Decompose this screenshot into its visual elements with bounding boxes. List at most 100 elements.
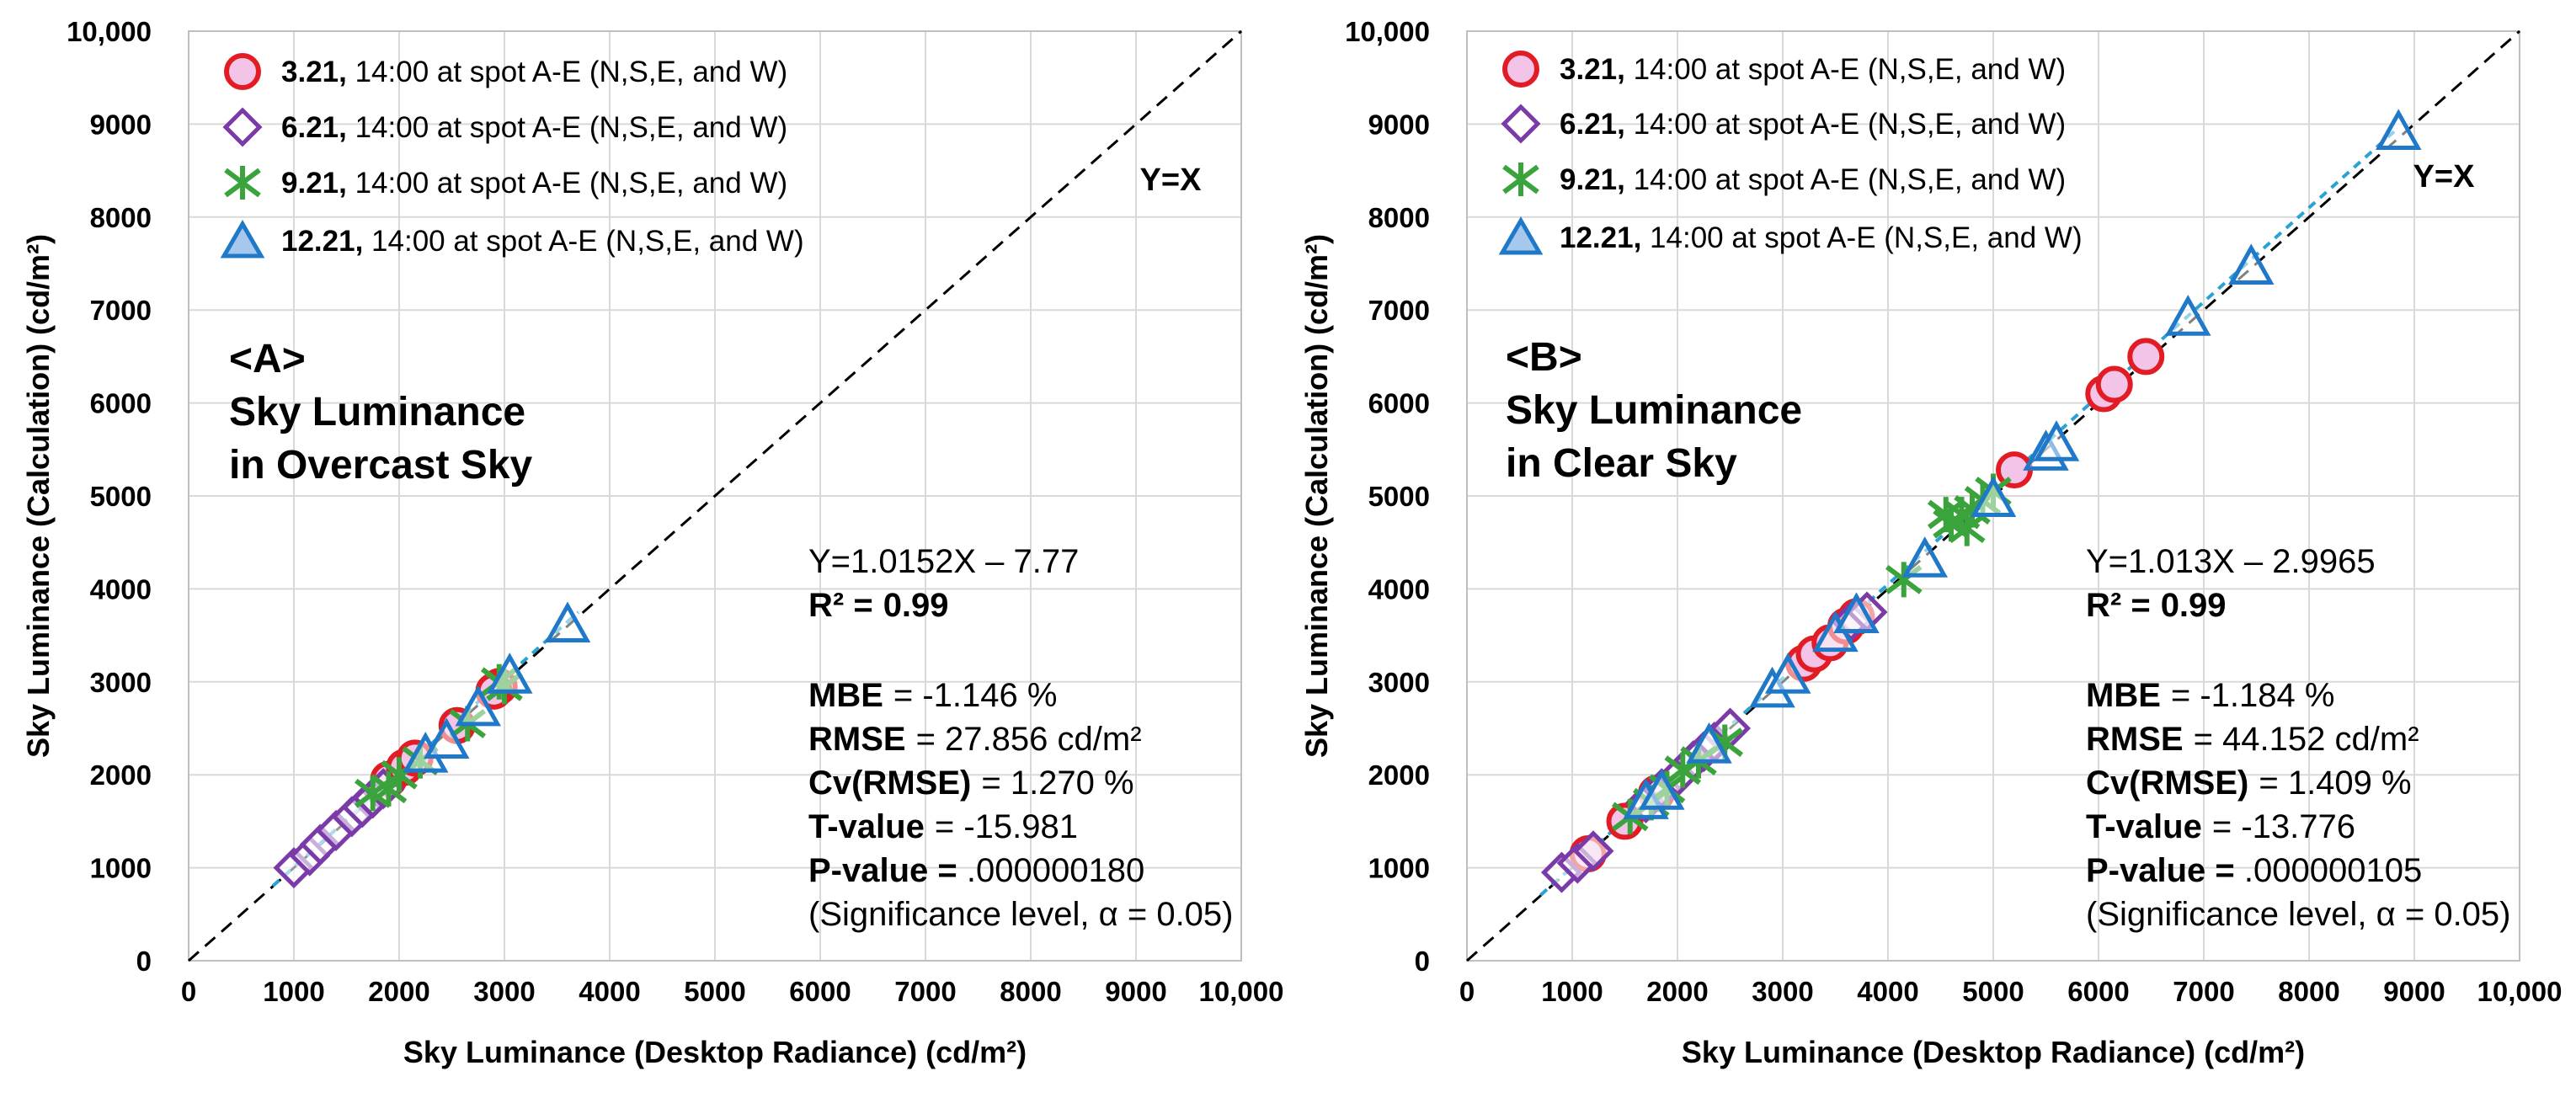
x-tick-labels-a: 0 1000 2000 3000 4000 5000 6000 7000 8000 9000 10,…: [181, 976, 1284, 1007]
rmse-stat: RMSE = 44.152 cd/m²: [2086, 721, 2419, 758]
data-point-triangle: [1764, 653, 1811, 694]
data-point-triangle: [2033, 420, 2080, 461]
x-tick-label: 6000: [789, 976, 851, 1007]
data-point-triangle: [2227, 243, 2275, 285]
triangle-marker-icon: [1498, 216, 1544, 255]
reference-label-b: Y=X: [2413, 159, 2476, 194]
legend-item-3-21: 3.21, 14:00 at spot A-E (N,S,E, and W): [224, 53, 787, 90]
legend-item-9-21: 9.21, 14:00 at spot A-E (N,S,E, and W): [224, 166, 787, 200]
y-tick-label: 1000: [1368, 853, 1430, 884]
y-tick-label: 6000: [1368, 388, 1430, 419]
x-tick-label: 7000: [894, 976, 956, 1007]
data-point-triangle: [1833, 592, 1880, 634]
y-tick-label: 8000: [90, 202, 152, 233]
y-tick-label: 10,000: [67, 16, 152, 47]
y-tick-labels-a: 0 1000 2000 3000 4000 5000 6000 7000 8000 9000 10,…: [67, 16, 152, 977]
y-tick-label: 3000: [1368, 667, 1430, 698]
circle-marker-icon: [224, 53, 261, 90]
y-tick-label: 0: [136, 946, 152, 977]
x-tick-label: 1000: [1541, 976, 1603, 1007]
plot-area-b: [1466, 30, 2520, 962]
panel-title-line1-a: Sky Luminance: [229, 390, 525, 434]
legend-item-3-21: 3.21, 14:00 at spot A-E (N,S,E, and W): [1502, 51, 2066, 88]
panel-title-line1-b: Sky Luminance: [1506, 388, 1802, 433]
star-marker-icon: [1502, 163, 1539, 196]
chart-panel-b: 0 1000 2000 3000 4000 5000 6000 7000 8000 9000 10,…: [1299, 16, 2562, 1069]
y-tick-label: 9000: [90, 109, 152, 140]
data-point-diamond: [1572, 830, 1614, 872]
x-axis-title-b: Sky Luminance (Desktop Radiance) (cd/m²): [1682, 1035, 2305, 1069]
legend-label: 6.21, 14:00 at spot A-E (N,S,E, and W): [1560, 108, 2066, 141]
legend-a: 3.21, 14:00 at spot A-E (N,S,E, and W) 6…: [220, 53, 804, 258]
y-tick-label: 10,000: [1345, 16, 1430, 47]
data-point-circle: [2127, 338, 2165, 376]
diamond-marker-icon: [222, 107, 263, 147]
legend-item-9-21: 9.21, 14:00 at spot A-E (N,S,E, and W): [1502, 163, 2066, 196]
panel-title-line2-b: in Clear Sky: [1506, 441, 1737, 486]
stats-block-b: Y=1.013X – 2.9965 R² = 0.99 MBE = -1.184 %…: [2086, 543, 2511, 933]
y-tick-label: 2000: [90, 759, 152, 791]
x-tick-label: 9000: [1105, 976, 1166, 1007]
regression-equation: Y=1.0152X – 7.77: [808, 543, 1079, 580]
y-tick-label: 7000: [1368, 295, 1430, 326]
x-tick-label: 5000: [1962, 976, 2024, 1007]
y-tick-label: 6000: [90, 388, 152, 419]
data-point-circle: [2095, 365, 2133, 403]
panel-label-a: <A>: [229, 337, 306, 381]
x-tick-label: 9000: [2383, 976, 2445, 1007]
data-point-triangle: [544, 601, 591, 643]
x-tick-label: 0: [1459, 976, 1475, 1007]
data-point-triangle: [1686, 722, 1732, 764]
mbe-stat: MBE = -1.146 %: [808, 677, 1057, 714]
x-tick-label: 7000: [2173, 976, 2234, 1007]
legend-label: 12.21, 14:00 at spot A-E (N,S,E, and W): [1560, 221, 2083, 254]
data-point-triangle: [2375, 109, 2422, 150]
x-tick-labels-b: 0 1000 2000 3000 4000 5000 6000 7000 8000 9000 10,…: [1459, 976, 2563, 1007]
legend-item-12-21: 12.21, 14:00 at spot A-E (N,S,E, and W): [1498, 216, 2083, 255]
plot-area-a: [188, 30, 1242, 962]
x-tick-label: 4000: [1857, 976, 1918, 1007]
star-marker-icon: [224, 166, 261, 200]
x-tick-label: 2000: [1646, 976, 1708, 1007]
data-point-triangle: [1638, 769, 1685, 810]
x-tick-label: 10,000: [1199, 976, 1284, 1007]
x-tick-label: 8000: [1000, 976, 1061, 1007]
data-point-triangle: [455, 685, 502, 727]
y-tick-label: 1000: [90, 853, 152, 884]
reference-label-a: Y=X: [1140, 163, 1203, 198]
triangle-marker-icon: [220, 220, 265, 258]
y-tick-label: 7000: [90, 295, 152, 326]
legend-label: 3.21, 14:00 at spot A-E (N,S,E, and W): [1560, 53, 2066, 86]
data-point-star: [1927, 497, 1965, 533]
legend-item-12-21: 12.21, 14:00 at spot A-E (N,S,E, and W): [220, 220, 804, 258]
y-tick-label: 2000: [1368, 759, 1430, 791]
circle-marker-icon: [1502, 51, 1539, 88]
x-tick-label: 1000: [263, 976, 324, 1007]
legend-b: 3.21, 14:00 at spot A-E (N,S,E, and W) 6…: [1498, 51, 2083, 255]
data-markers-a: [273, 601, 591, 889]
legend-label: 12.21, 14:00 at spot A-E (N,S,E, and W): [281, 225, 804, 258]
panel-label-b: <B>: [1506, 335, 1582, 380]
rmse-stat: RMSE = 27.856 cd/m²: [808, 721, 1142, 758]
y-tick-label: 4000: [90, 573, 152, 605]
x-tick-label: 5000: [684, 976, 745, 1007]
legend-label: 9.21, 14:00 at spot A-E (N,S,E, and W): [1560, 163, 2066, 196]
data-point-triangle: [423, 717, 470, 759]
stats-block-a: Y=1.0152X – 7.77 R² = 0.99 MBE = -1.146 % …: [808, 543, 1234, 933]
y-tick-label: 5000: [90, 481, 152, 512]
y-tick-label: 0: [1415, 946, 1430, 977]
y-tick-label: 3000: [90, 667, 152, 698]
r-squared: R² = 0.99: [2086, 587, 2227, 624]
x-tick-label: 2000: [368, 976, 429, 1007]
x-axis-title-a: Sky Luminance (Desktop Radiance) (cd/m²): [403, 1035, 1027, 1069]
cv-rmse-stat: Cv(RMSE) = 1.270 %: [808, 765, 1134, 802]
data-markers-b: [1540, 109, 2422, 893]
regression-equation: Y=1.013X – 2.9965: [2086, 543, 2376, 580]
grid-lines-b: [1466, 30, 2520, 962]
y-tick-label: 8000: [1368, 202, 1430, 233]
data-point-triangle: [1970, 476, 2017, 518]
x-tick-label: 6000: [2067, 976, 2129, 1007]
t-value-stat: T-value = -15.981: [808, 808, 1078, 845]
